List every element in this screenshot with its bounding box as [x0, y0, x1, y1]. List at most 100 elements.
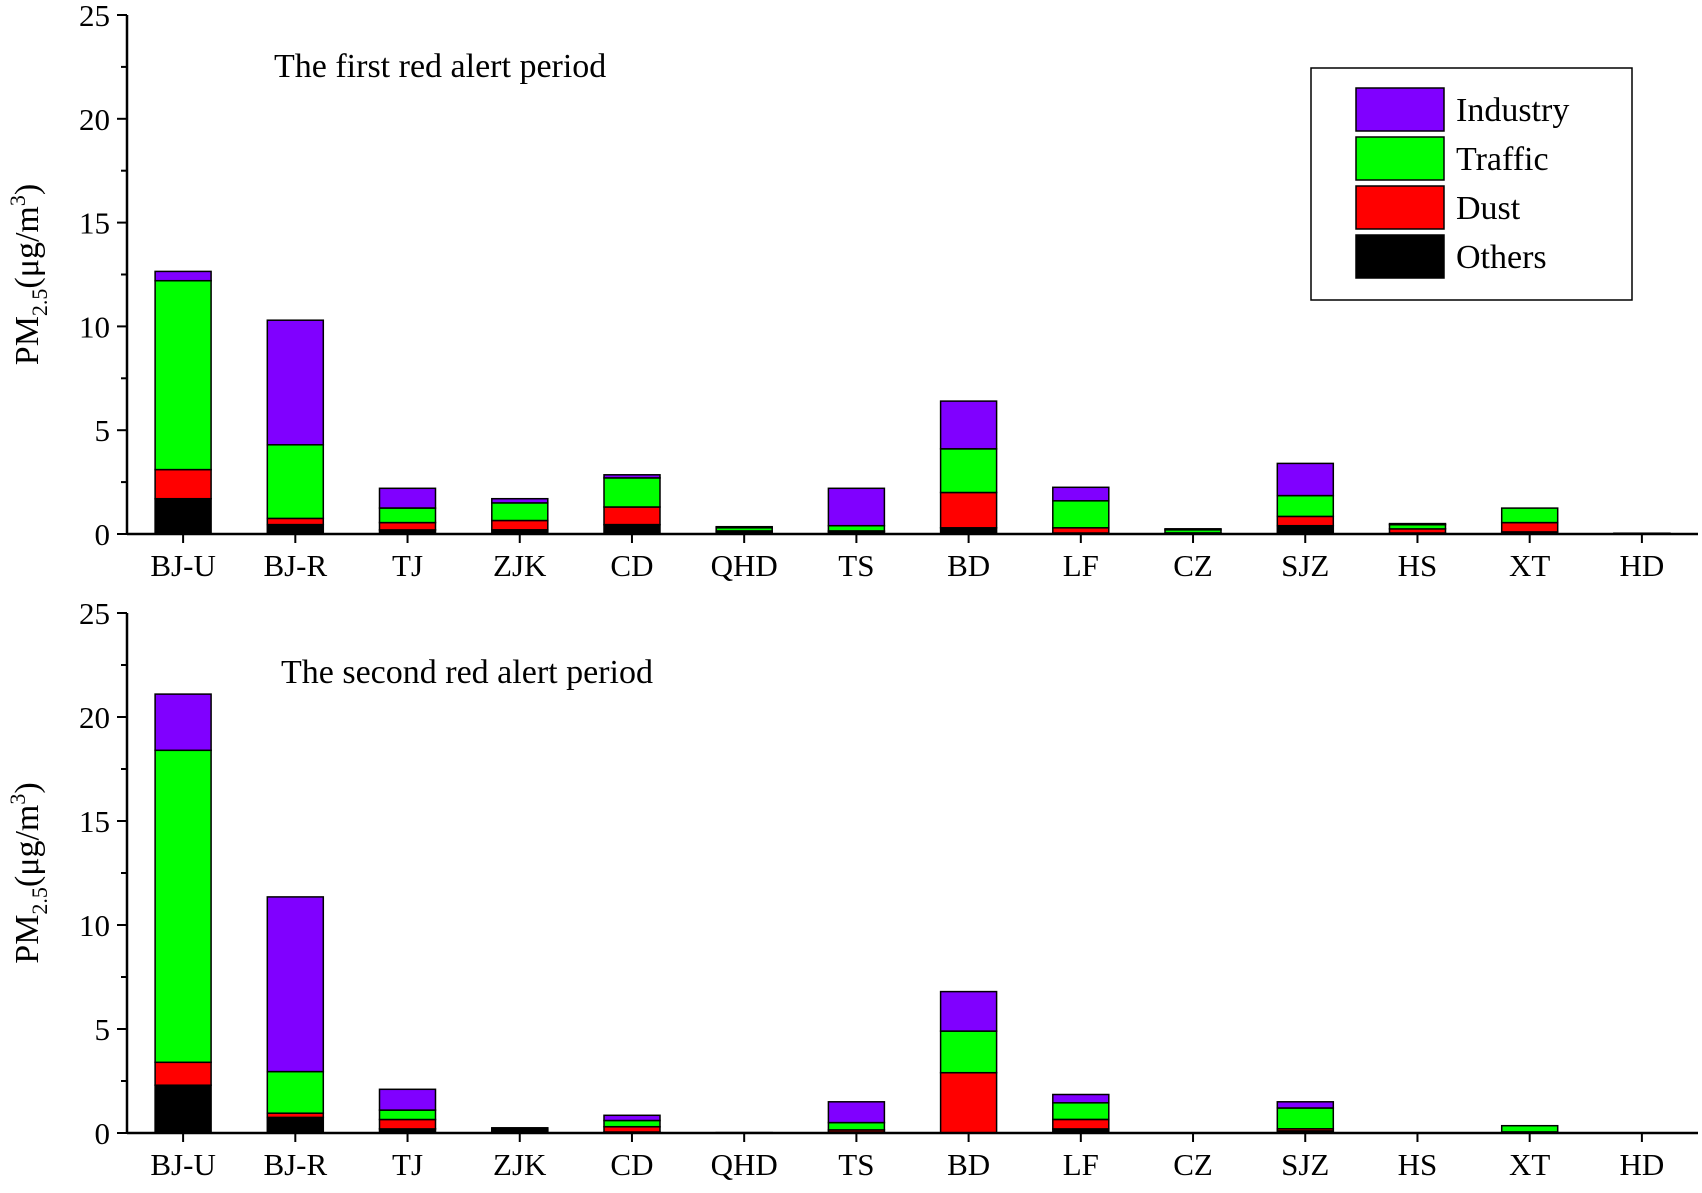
chart-panel-second-period: 0 5 10 15 20 25 BJ-U BJ-R TJ ZJK CD QHD TS BD LF CZ SJZ H… — [5, 596, 1698, 1182]
bar-others-bj-r — [266, 523, 325, 535]
x-tick-label-bj-r: BJ-R — [263, 1147, 327, 1182]
x-tick-label-bj-u: BJ-U — [150, 1147, 215, 1182]
y-axis-label-subscript: 2.5 — [27, 887, 52, 915]
bar-dust-bd — [939, 491, 998, 529]
y-tick-label: 0 — [95, 517, 111, 552]
legend-label-dust: Dust — [1456, 190, 1521, 227]
y-tick-label: 20 — [79, 700, 110, 735]
bar-traffic-bj-r — [266, 1070, 325, 1114]
bar-dust-lf — [1052, 527, 1110, 534]
legend-swatch-traffic — [1355, 136, 1445, 181]
bar-others-bj-r — [266, 1116, 325, 1134]
x-tick-label-lf: LF — [1063, 548, 1099, 583]
y-axis-label: PM2.5(μg/m3) — [5, 184, 52, 365]
y-tick-label: 25 — [79, 0, 110, 33]
bar-traffic-bj-r — [266, 443, 325, 520]
x-tick-label-sjz: SJZ — [1281, 548, 1329, 583]
bar-dust-sjz — [1276, 515, 1335, 527]
x-tick-label-ts: TS — [838, 548, 874, 583]
x-tick-label-zjk: ZJK — [493, 548, 547, 583]
bar-industry-tj — [378, 487, 437, 509]
y-tick-label: 15 — [79, 206, 110, 241]
x-tick-label-xt: XT — [1509, 548, 1550, 583]
x-tick-label-qhd: QHD — [711, 1147, 778, 1182]
bar-dust-bj-u — [154, 468, 212, 500]
x-tick-label-cz: CZ — [1173, 1147, 1213, 1182]
bar-traffic-tj — [378, 507, 437, 524]
bar-traffic-xt — [1500, 1124, 1559, 1133]
y-tick-label: 15 — [79, 804, 110, 839]
bar-industry-hs — [1388, 522, 1447, 526]
legend-label-industry: Industry — [1456, 92, 1569, 129]
bar-dust-tj — [378, 1118, 437, 1130]
x-tick-label-hd: HD — [1620, 1147, 1665, 1182]
bar-industry-bj-r — [266, 896, 325, 1073]
bar-traffic-sjz — [1276, 494, 1335, 518]
legend-label-others: Others — [1456, 239, 1547, 276]
legend-swatch-industry — [1355, 87, 1445, 132]
bar-dust-tj — [378, 521, 437, 531]
x-tick-label-cd: CD — [610, 1147, 653, 1182]
x-tick-label-zjk: ZJK — [493, 1147, 547, 1182]
y-axis-label-superscript: 3 — [5, 794, 30, 805]
bar-industry-sjz — [1276, 462, 1335, 497]
y-axis-label-close: ) — [9, 782, 46, 793]
bar-dust-lf — [1052, 1118, 1110, 1130]
y-axis-label: PM2.5(μg/m3) — [5, 782, 52, 963]
bar-industry-zjk — [491, 497, 549, 504]
bar-traffic-tj — [378, 1109, 437, 1121]
bar-traffic-xt — [1500, 507, 1559, 524]
x-tick-label-xt: XT — [1509, 1147, 1550, 1182]
x-tick-label-hs: HS — [1398, 548, 1438, 583]
bar-industry-cd — [603, 474, 661, 479]
bar-industry-bj-r — [266, 319, 325, 446]
y-axis-label-close: ) — [9, 184, 46, 195]
x-tick-label-tj: TJ — [392, 1147, 423, 1182]
bar-industry-sjz — [1276, 1101, 1335, 1109]
x-tick-label-qhd: QHD — [711, 548, 778, 583]
bar-dust-cd — [603, 1126, 661, 1133]
bar-industry-bd — [939, 400, 998, 450]
panel-title: The second red alert period — [281, 654, 653, 691]
bar-industry-qhd — [715, 525, 773, 529]
y-tick-label: 10 — [79, 309, 110, 344]
chart-legend: Industry Traffic Dust Others — [1310, 67, 1633, 301]
legend-label-traffic: Traffic — [1456, 141, 1549, 178]
y-tick-label: 25 — [79, 596, 110, 631]
bar-dust-cd — [603, 506, 661, 526]
chart-panel-first-period: 0 5 10 15 20 25 BJ-U BJ-R TJ ZJK CD QHD TS BD LF CZ SJZ H… — [5, 0, 1698, 583]
bar-others-bj-u — [154, 1084, 212, 1134]
bar-industry-cz — [1164, 528, 1222, 531]
bar-traffic-lf — [1052, 1102, 1110, 1121]
bar-dust-bj-u — [154, 1061, 212, 1086]
y-axis-label-main: PM — [9, 915, 46, 964]
y-tick-label: 5 — [95, 1012, 111, 1047]
y-tick-label: 5 — [95, 413, 111, 448]
bar-traffic-bd — [939, 448, 998, 494]
bar-industry-ts — [827, 1101, 886, 1124]
y-tick-label: 0 — [95, 1116, 111, 1151]
x-tick-label-cd: CD — [610, 548, 653, 583]
bar-traffic-cd — [603, 477, 661, 508]
bar-traffic-sjz — [1276, 1107, 1335, 1130]
bar-industry-bj-u — [154, 693, 212, 752]
y-axis-label-unit: (μg/m — [9, 805, 46, 887]
x-tick-label-bj-u: BJ-U — [150, 548, 215, 583]
bar-industry-lf — [1052, 1093, 1110, 1104]
bar-dust-bj-r — [266, 517, 325, 526]
bar-industry-zjk — [491, 1127, 549, 1130]
y-tick-label: 10 — [79, 908, 110, 943]
y-axis-label-subscript: 2.5 — [27, 289, 52, 317]
bar-traffic-bj-u — [154, 279, 212, 471]
bar-dust-bd — [939, 1071, 998, 1134]
bar-industry-ts — [827, 487, 886, 527]
panel-title: The first red alert period — [274, 48, 606, 85]
bar-industry-tj — [378, 1088, 437, 1111]
bar-traffic-bj-u — [154, 749, 212, 1064]
bar-traffic-zjk — [491, 502, 549, 522]
x-tick-label-hd: HD — [1620, 548, 1665, 583]
x-tick-label-bd: BD — [947, 548, 990, 583]
x-tick-label-bd: BD — [947, 1147, 990, 1182]
bar-dust-zjk — [491, 519, 549, 531]
